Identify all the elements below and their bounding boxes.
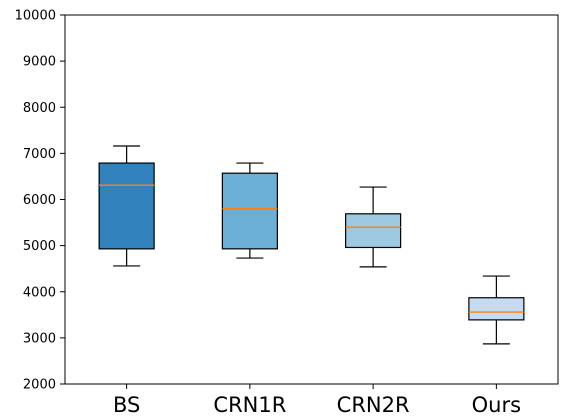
box-crn1r bbox=[221, 172, 278, 250]
y-tick-label: 3000 bbox=[23, 331, 56, 346]
x-tick-label: BS bbox=[113, 393, 140, 417]
y-tick-label: 8000 bbox=[23, 101, 56, 116]
box-bs bbox=[98, 162, 155, 250]
y-tick-label: 5000 bbox=[23, 239, 56, 254]
x-tick-label: CRN1R bbox=[213, 393, 286, 417]
y-tick-label: 7000 bbox=[23, 147, 56, 162]
plot-frame bbox=[64, 14, 559, 385]
x-tick-label: CRN2R bbox=[337, 393, 410, 417]
y-tick-label: 2000 bbox=[23, 378, 56, 393]
y-tick-label: 6000 bbox=[23, 193, 56, 208]
y-tick-label: 10000 bbox=[15, 9, 56, 24]
plot-layer: 2000 3000 4000 5000 6000 7000 8000 9000 10000 BS C… bbox=[15, 9, 525, 417]
box-crn2r bbox=[345, 213, 402, 249]
x-tick-label: Ours bbox=[472, 393, 521, 417]
y-tick-label: 4000 bbox=[23, 285, 56, 300]
box-ours bbox=[468, 297, 525, 321]
y-tick-label: 9000 bbox=[23, 55, 56, 70]
